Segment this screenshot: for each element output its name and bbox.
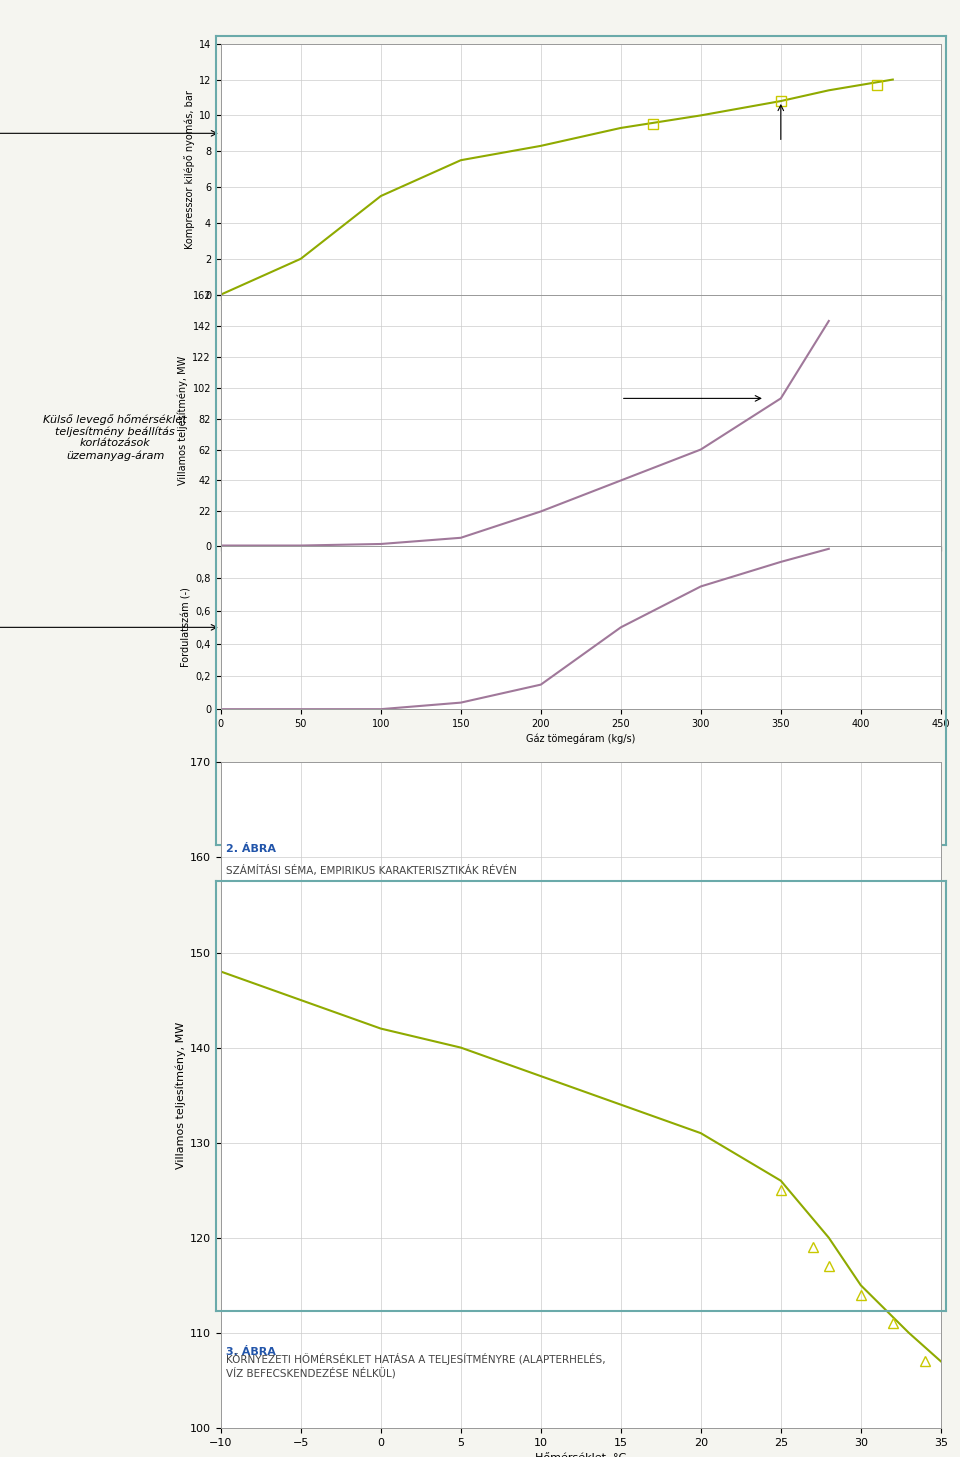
- Text: SZÁMÍTÁSI SÉMA, EMPIRIKUS KARAKTERISZTIKÁK RÉVÉN: SZÁMÍTÁSI SÉMA, EMPIRIKUS KARAKTERISZTIK…: [226, 865, 516, 876]
- Text: 3. ÁBRA: 3. ÁBRA: [226, 1348, 276, 1356]
- Text: KÖRNYEZETI HŐMÉRSÉKLET HATÁSA A TELJESÍTMÉNYRE (ALAPTERHELÉS,
VÍZ BEFECSKENDEZÉS: KÖRNYEZETI HŐMÉRSÉKLET HATÁSA A TELJESÍT…: [226, 1354, 605, 1378]
- Y-axis label: Villamos teljesítmény, MW: Villamos teljesítmény, MW: [178, 356, 188, 485]
- X-axis label: Gáz tömegáram (kg/s): Gáz tömegáram (kg/s): [526, 733, 636, 743]
- Text: 2. ÁBRA: 2. ÁBRA: [226, 845, 276, 854]
- X-axis label: Hőmérséklet, °C: Hőmérséklet, °C: [535, 1453, 627, 1457]
- Y-axis label: Villamos teljesítmény, MW: Villamos teljesítmény, MW: [176, 1021, 186, 1169]
- Text: Külső levegő hőmérséklet
teljesítmény beállítás
korlátozások
üzemanyag-áram: Külső levegő hőmérséklet teljesítmény be…: [43, 414, 187, 460]
- Y-axis label: Kompresszor kilépő nyomás, bar: Kompresszor kilépő nyomás, bar: [183, 90, 195, 249]
- Y-axis label: Fordulatszám (-): Fordulatszám (-): [181, 587, 191, 667]
